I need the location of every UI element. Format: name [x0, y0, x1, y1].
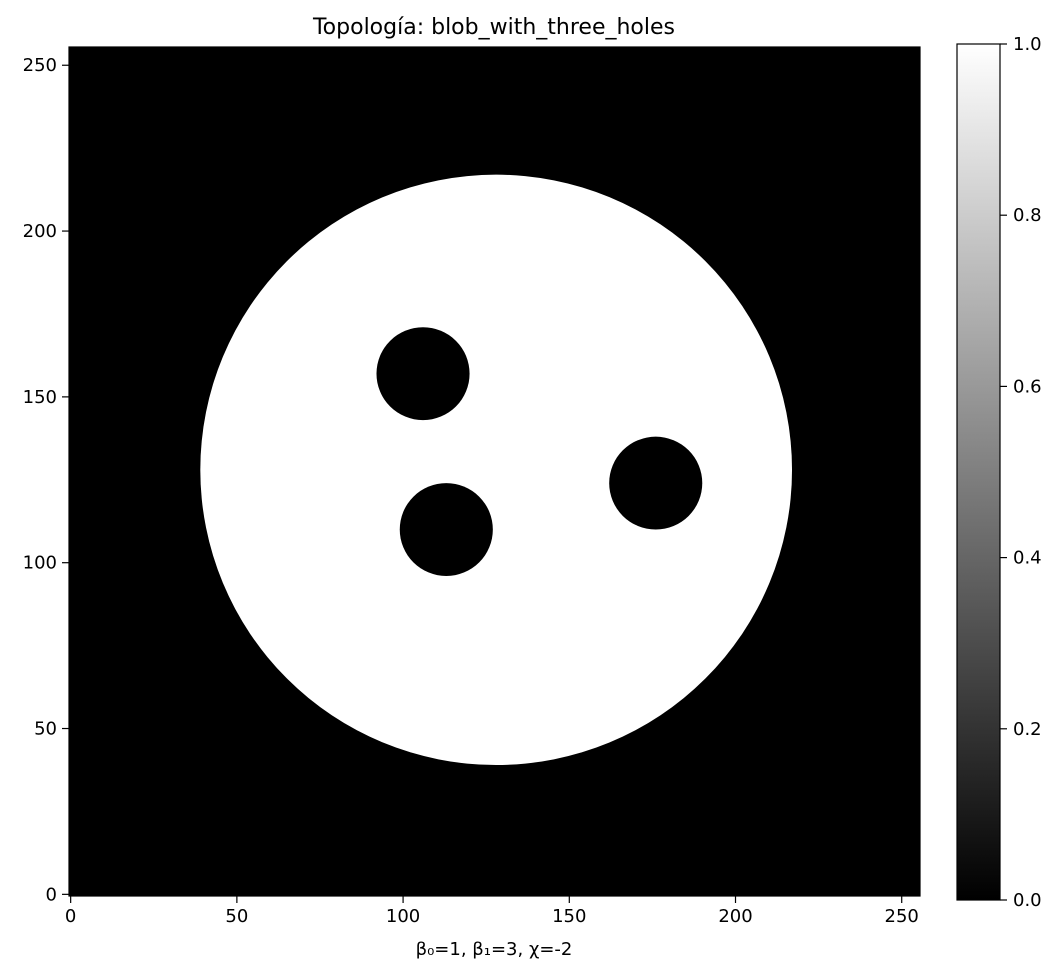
x-axis-label: β₀=1, β₁=3, χ=-2	[416, 939, 573, 960]
colorbar: 0.0 0.2 0.4 0.6 0.8 1.0	[956, 34, 1042, 911]
colorbar-tick-label: 0.6	[1013, 376, 1042, 397]
x-tick-label: 50	[225, 906, 248, 927]
y-tick-label: 200	[23, 221, 57, 242]
colorbar-ticks: 0.0 0.2 0.4 0.6 0.8 1.0	[1000, 34, 1042, 911]
hole-2	[399, 483, 493, 576]
y-tick-label: 100	[23, 553, 57, 574]
hole-1	[376, 327, 470, 421]
colorbar-tick-label: 0.2	[1013, 719, 1042, 740]
colorbar-tick-label: 0.8	[1013, 205, 1042, 226]
y-tick-label: 0	[46, 884, 57, 905]
y-tick-label: 150	[23, 387, 57, 408]
plot-area	[69, 47, 920, 896]
colorbar-tick-label: 0.4	[1013, 548, 1042, 569]
x-tick-label: 0	[65, 906, 76, 927]
x-tick-label: 150	[552, 906, 586, 927]
x-axis: 0 50 100 150 200 250	[65, 896, 919, 927]
y-tick-label: 50	[34, 719, 57, 740]
x-tick-label: 200	[718, 906, 752, 927]
colorbar-tick-label: 0.0	[1013, 890, 1042, 911]
hole-3	[609, 436, 703, 530]
colorbar-gradient	[956, 43, 1001, 901]
x-tick-label: 250	[885, 906, 919, 927]
y-axis: 0 50 100 150 200 250	[23, 55, 69, 905]
blob-disk	[200, 174, 793, 766]
plot-frame	[68, 46, 921, 897]
colorbar-tick-label: 1.0	[1013, 34, 1042, 55]
x-tick-label: 100	[386, 906, 420, 927]
chart-title: Topología: blob_with_three_holes	[312, 15, 675, 40]
heatmap-shapes	[200, 174, 793, 766]
y-tick-label: 250	[23, 55, 57, 76]
